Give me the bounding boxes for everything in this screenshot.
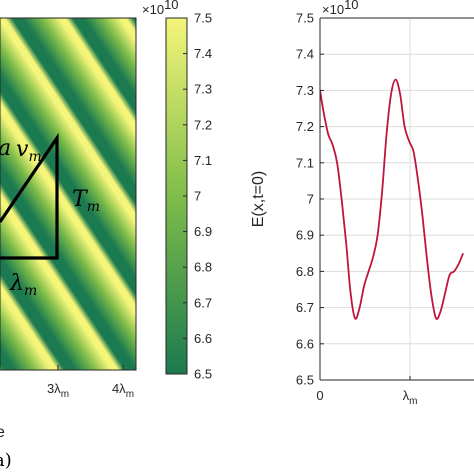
velocity-triangle [0,132,59,260]
colorbar-ticks: 6.5 6.6 6.7 6.8 6.9 7 7.1 7.2 7.3 7.4 7.5 [183,11,212,382]
line-y-tick-label-9: 7.4 [296,47,314,62]
line-y-tick-label-5: 7 [307,192,314,207]
colorbar: 6.5 6.6 6.7 6.8 6.9 7 7.1 7.2 7.3 7.4 7.5 ×1010 [142,0,212,382]
heatmap-frame [0,17,137,371]
line-grid [319,17,474,381]
series-line-e [320,78,464,320]
line-y-tick-label-4: 6.9 [296,228,314,243]
line-y-exponent: ×1010 [322,0,359,17]
line-y-tick-label-2: 6.7 [296,300,314,315]
line-ylabel: E(x,t=0) [250,171,267,227]
line-x-ticks: 0 λm [316,376,417,407]
line-y-tick-label-0: 6.5 [296,373,314,388]
heatmap-xlabel-fragment: e [0,424,5,441]
heatmap-panel: a vm Tm λm 3λm 4λm e a) [0,17,137,471]
colorbar-tick-label-6: 7.1 [194,153,212,168]
stripe-fill [0,18,136,370]
line-x-tick-label-0: 0 [316,388,323,403]
panel-label-fragment: a) [0,450,12,471]
line-y-tick-label-7: 7.2 [296,119,314,134]
colorbar-gradient [166,18,187,374]
colorbar-tick-label-8: 7.3 [194,82,212,97]
colorbar-tick-label-2: 6.7 [194,295,212,310]
velocity-label: vm [16,137,42,165]
colorbar-fill [166,18,187,374]
colorbar-tick-label-3: 6.8 [194,260,212,275]
line-x-tick-label-1: λm [403,388,418,407]
colorbar-tick-label-10: 7.5 [194,11,212,26]
colorbar-tick-label-7: 7.2 [194,117,212,132]
colorbar-exponent: ×1010 [142,0,179,17]
heatmap-x-ticks: 3λm 4λm [47,365,134,400]
heatmap-image [0,18,136,370]
colorbar-tick-label-0: 6.5 [194,367,212,382]
line-y-tick-label-3: 6.8 [296,264,314,279]
line-y-ticks: 6.5 6.6 6.7 6.8 6.9 7 7.1 7.2 7.3 7.4 7.5 [296,11,324,388]
colorbar-tick-label-1: 6.6 [194,331,212,346]
cut-annotation-glyph: a [0,136,11,161]
line-y-tick-label-6: 7.1 [296,155,314,170]
colorbar-tick-label-9: 7.4 [194,46,212,61]
line-y-tick-label-8: 7.3 [296,83,314,98]
period-label: Tm [72,187,100,215]
line-y-tick-label-10: 7.5 [296,11,314,26]
line-panel: 6.5 6.6 6.7 6.8 6.9 7 7.1 7.2 7.3 7.4 7.5 0 λm ×101… [250,0,474,407]
heatmap-x-tick-label-1: 4λm [112,381,134,400]
colorbar-tick-label-5: 7 [194,189,201,204]
colorbar-tick-label-4: 6.9 [194,224,212,239]
line-y-tick-label-1: 6.6 [296,336,314,351]
heatmap-x-tick-label-0: 3λm [47,381,69,400]
wavelength-label: λm [9,271,37,299]
